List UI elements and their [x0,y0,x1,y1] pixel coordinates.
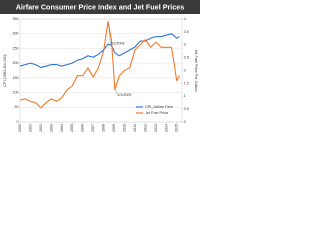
x-tick-label: 2013 [154,124,158,132]
y2-tick-label: 1.5 [184,81,189,85]
y2-axis-title: Jet Fuel Price Per Gallon [194,49,198,91]
y-tick-label: 150 [13,76,19,80]
y-tick-label: 300 [13,32,19,36]
y2-tick-label: 1 [184,94,186,98]
y2-tick-label: 4 [184,17,186,21]
x-tick-label: 2002 [39,124,43,132]
series-line [19,21,180,109]
x-tick-label: 2004 [60,124,64,132]
y-tick-label: 200 [13,61,19,65]
y-tick-label: 250 [13,46,19,50]
y2-tick-label: 2 [184,68,186,72]
y-axis-title: CPI (1982-84=100) [3,54,7,87]
x-tick-label: 2014 [164,124,168,132]
x-tick-label: 2015 [175,124,179,132]
x-tick-label: 2012 [143,124,147,132]
x-tick-label: 2008 [102,124,106,132]
y-tick-label: 0 [17,120,19,124]
y2-tick-label: 3 [184,43,186,47]
y-tick-label: 100 [13,91,19,95]
chart-title: Airfare Consumer Price Index and Jet Fue… [16,2,185,11]
legend-label: CPI_Airline Fare [145,105,173,109]
y-tick-label: 350 [13,17,19,21]
chart: Airfare Consumer Price Index and Jet Fue… [0,0,200,132]
title-band [0,0,200,14]
y2-tick-label: 0 [184,120,186,124]
annotation-leader [115,90,118,95]
y2-tick-label: 3.5 [184,30,189,34]
x-tick-label: 2003 [49,124,53,132]
annotation: 6/1/2008 [111,42,125,46]
y2-tick-label: 0.5 [184,107,189,111]
legend-label: Jet Fuel Price [145,111,168,115]
x-tick-label: 2005 [70,124,74,132]
annotation-leader [108,22,111,43]
x-tick-label: 2000 [18,124,22,132]
x-tick-label: 2001 [28,124,32,132]
x-tick-label: 2006 [81,124,85,132]
y-tick-label: 50 [15,105,19,109]
x-tick-label: 2011 [133,124,137,132]
x-tick-label: 2007 [91,124,95,132]
x-tick-label: 2010 [122,124,126,132]
y2-tick-label: 2.5 [184,56,189,60]
x-tick-label: 2009 [112,124,116,132]
annotation: 2/1/2009 [117,93,131,97]
